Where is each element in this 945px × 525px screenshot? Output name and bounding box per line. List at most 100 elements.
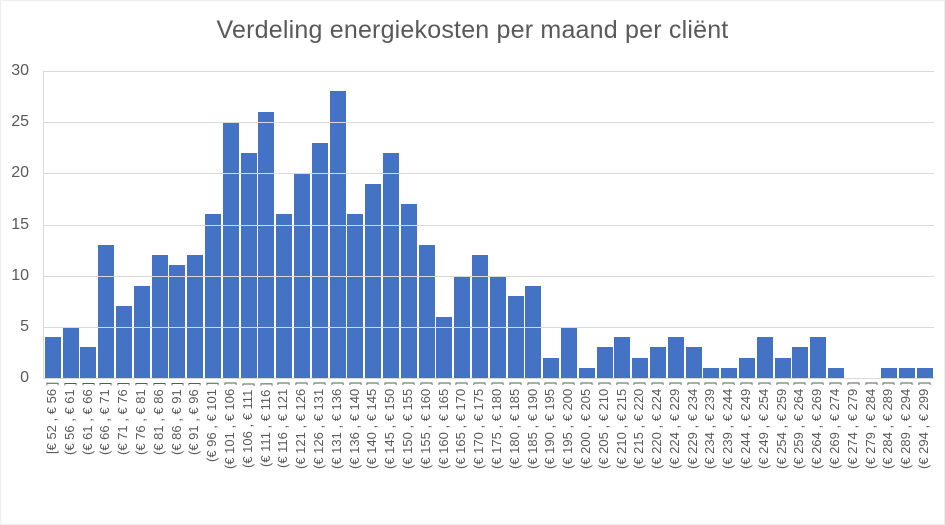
bar-slot	[916, 71, 934, 378]
bar-slot	[151, 71, 169, 378]
bar	[62, 326, 79, 378]
x-tick-label: (€ 274 , € 279 ]	[844, 382, 860, 470]
bar-slot	[364, 71, 382, 378]
gridline	[44, 326, 934, 328]
bar-slot	[756, 71, 774, 378]
plot-area	[43, 71, 934, 379]
x-tick-label: (€ 259 , € 264 ]	[791, 382, 807, 470]
bar-slot	[774, 71, 792, 378]
bar-slot	[436, 71, 454, 378]
y-tick-label: 20	[11, 164, 29, 182]
x-tick-label: (€ 91 , € 96 ]	[186, 382, 202, 455]
x-tick-label: (€ 155 , € 160 ]	[417, 382, 433, 470]
y-tick-label: 15	[11, 215, 29, 233]
bar	[151, 255, 168, 378]
bar	[881, 367, 898, 378]
y-tick-label: 25	[11, 113, 29, 131]
bar-slot	[738, 71, 756, 378]
x-tick-label: (€ 165 , € 170 ]	[453, 382, 469, 470]
bar	[329, 91, 346, 378]
x-tick-label: (€ 76 , € 81 ]	[132, 382, 148, 455]
x-tick-label: (€ 71 , € 76 ]	[115, 382, 131, 455]
bar-slot	[578, 71, 596, 378]
bar	[667, 337, 684, 378]
bar	[685, 347, 702, 378]
bar	[649, 347, 666, 378]
bar	[80, 347, 97, 378]
x-tick-label: (€ 289 , € 294 ]	[898, 382, 914, 470]
bar	[347, 214, 364, 378]
x-tick-label: (€ 254 , € 259 ]	[773, 382, 789, 470]
bar-slot	[685, 71, 703, 378]
x-tick-label: (€ 215 , € 220 ]	[631, 382, 647, 470]
x-tick-label: (€ 229 , € 234 ]	[684, 382, 700, 470]
bar	[365, 183, 382, 378]
x-tick-label: (€ 269 , € 274 ]	[827, 382, 843, 470]
x-tick-label: (€ 264 , € 269 ]	[809, 382, 825, 470]
bar-slot	[62, 71, 80, 378]
x-tick-label: (€ 116 , € 121 ]	[275, 382, 291, 469]
bar-slot	[525, 71, 543, 378]
bar-slot	[702, 71, 720, 378]
bar-slot	[133, 71, 151, 378]
bar-slot	[400, 71, 418, 378]
bar-slot	[809, 71, 827, 378]
bar-slot	[222, 71, 240, 378]
bar	[916, 367, 933, 378]
chart-title: Verdeling energiekosten per maand per cl…	[216, 16, 729, 44]
bar	[44, 337, 61, 378]
bar-slot	[240, 71, 258, 378]
x-tick-label: (€ 131 , € 136 ]	[328, 382, 344, 470]
bar-slot	[329, 71, 347, 378]
bar-slot	[471, 71, 489, 378]
y-tick-label: 30	[11, 62, 29, 79]
x-tick-label: (€ 185 , € 190 ]	[524, 382, 540, 470]
bar	[507, 296, 524, 378]
bar-slot	[720, 71, 738, 378]
x-tick-label: (€ 180 , € 185 ]	[506, 382, 522, 470]
y-axis: 0 5 10 15 20 25 30	[1, 63, 35, 386]
bar-slot	[667, 71, 685, 378]
x-tick-label: (€ 220 , € 224 ]	[649, 382, 665, 470]
bar-slot	[596, 71, 614, 378]
x-tick-label: (€ 86 , € 91 ]	[168, 382, 184, 455]
x-tick-label: (€ 81 , € 86 ]	[150, 382, 166, 455]
y-tick-label: 5	[20, 317, 29, 335]
bar	[632, 357, 649, 378]
x-tick-label: (€ 294 , € 299 ]	[916, 382, 932, 470]
x-tick-label: (€ 111 , € 116 ]	[257, 382, 273, 467]
gridline	[44, 122, 934, 124]
x-tick-label: (€ 175 , € 180 ]	[488, 382, 504, 470]
gridline	[44, 173, 934, 175]
bar-slot	[169, 71, 187, 378]
bar-slot	[649, 71, 667, 378]
x-tick-label: (€ 190 , € 195 ]	[542, 382, 558, 470]
x-tick-label: (€ 200 , € 205 ]	[577, 382, 593, 470]
bar	[827, 367, 844, 378]
bar	[222, 122, 239, 378]
bar-slot	[115, 71, 133, 378]
gridline	[44, 224, 934, 226]
bar	[383, 152, 400, 378]
gridline	[44, 71, 934, 72]
bar	[525, 285, 542, 378]
x-tick-label: (€ 234 , € 239 ]	[702, 382, 718, 470]
bar-slot	[44, 71, 62, 378]
x-tick-label: (€ 61 , € 66 ]	[79, 382, 95, 455]
bar-slot	[204, 71, 222, 378]
x-tick-label: (€ 66 , € 71 ]	[97, 382, 113, 455]
bar	[614, 337, 631, 378]
bar	[418, 244, 435, 378]
gridline	[44, 275, 934, 277]
bar	[258, 111, 275, 378]
bar	[738, 357, 755, 378]
bar	[703, 367, 720, 378]
bar	[756, 337, 773, 378]
bar	[810, 337, 827, 378]
x-tick-label: (€ 170 , € 175 ]	[471, 382, 487, 470]
x-tick-label: (€ 145 , € 150 ]	[382, 382, 398, 470]
bar	[436, 316, 453, 378]
x-tick-label: (€ 136 , € 140 ]	[346, 382, 362, 470]
y-tick-label: 10	[11, 266, 29, 284]
x-tick-label: (€ 244 , € 249 ]	[738, 382, 754, 470]
